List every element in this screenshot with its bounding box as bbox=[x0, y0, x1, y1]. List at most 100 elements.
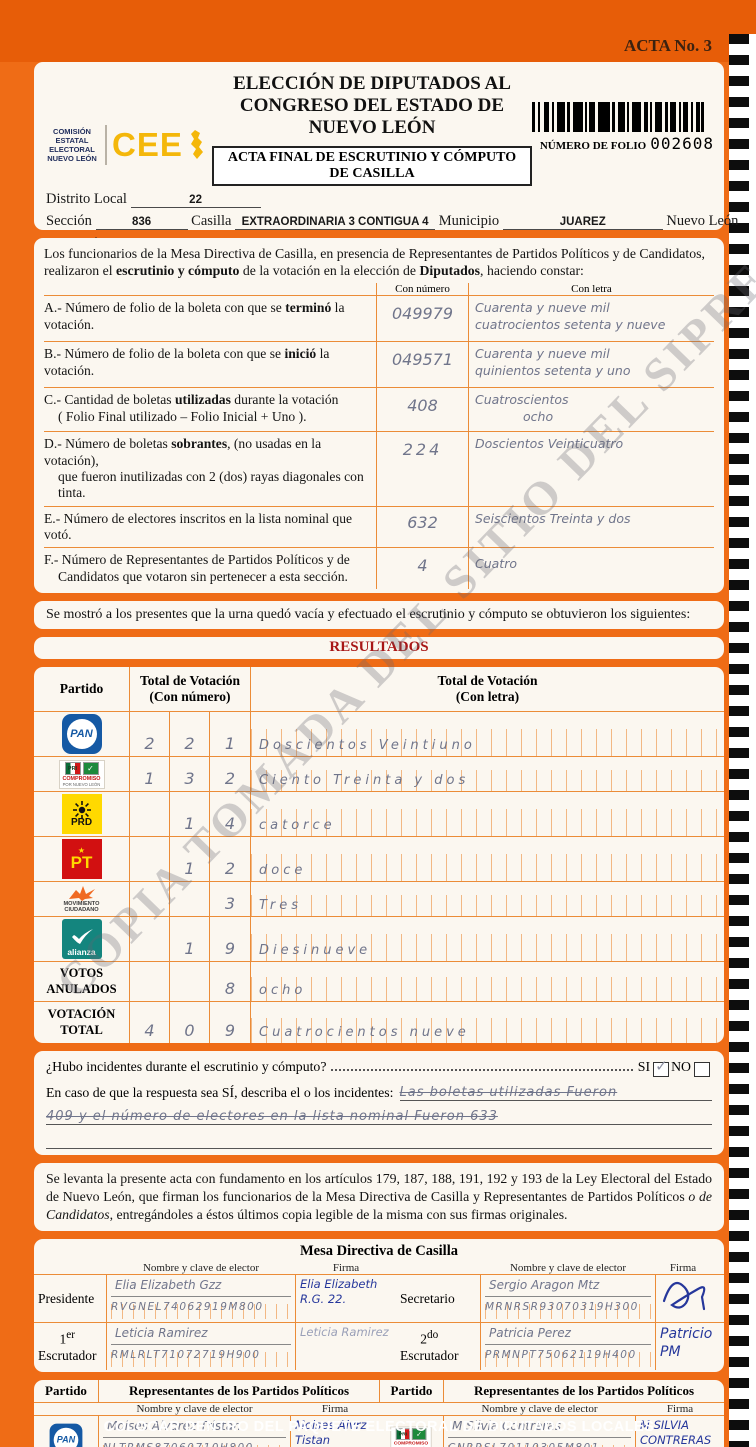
table-row: F.- Número de Representantes de Partidos… bbox=[44, 547, 714, 590]
alianza-logo: alianza bbox=[61, 919, 102, 960]
presidente-name-clave: Elia Elizabeth Gzz RVGNEL74062919M800 bbox=[106, 1275, 296, 1323]
vote-digit: 8 bbox=[224, 979, 236, 999]
table-row: B.- Número de folio de la boleta con que… bbox=[44, 341, 714, 388]
cee-org-text: COMISIÓN ESTATAL ELECTORAL NUEVO LEÓN bbox=[47, 126, 97, 163]
reps-subheader: Nombre y clave de elector Firma Nombre y … bbox=[136, 1403, 694, 1416]
municipio-label: Municipio bbox=[438, 212, 500, 229]
nuevo-leon-state-icon bbox=[190, 129, 203, 159]
verde-flag-icon: ✓ bbox=[82, 761, 99, 775]
mesa-title: Mesa Directiva de Casilla bbox=[300, 1243, 458, 1260]
escrutador1-name-clave: Leticia Ramirez RMLRLT71072719H900 bbox=[106, 1323, 296, 1371]
row-a-number: 049979 bbox=[391, 304, 454, 324]
table-row: A.- Número de folio de la boleta con que… bbox=[44, 295, 714, 342]
acta-number: ACTA No. 3 bbox=[624, 36, 712, 55]
table-row: D.- Número de boletas sobrantes, (no usa… bbox=[44, 431, 714, 506]
row-b-letra: Cuarenta y nueve mil quinientos setenta y… bbox=[475, 346, 631, 379]
table-row: C.- Cantidad de boletas utilizadas duran… bbox=[44, 387, 714, 432]
vote-letra: Cuatrocientos nueve bbox=[259, 1025, 470, 1041]
escrutador2-name-clave: Patricia Perez PRMNPT75062119H400 bbox=[480, 1323, 656, 1371]
row-e-label: E.- Número de electores inscritos en la … bbox=[44, 510, 353, 543]
pri-rep-name-clave: M Silvia Contreras CNRRSL70110305M801 bbox=[443, 1416, 636, 1447]
table-row: PRI ✓ COMPROMISO POR NUEVO LEÓN 1 3 2 Cie… bbox=[34, 756, 724, 792]
seccion-label: Sección bbox=[46, 212, 92, 229]
vote-digit: 9 bbox=[224, 939, 236, 959]
cee-logo: COMISIÓN ESTATAL ELECTORAL NUEVO LEÓN CE… bbox=[44, 104, 212, 186]
vote-letra: Diesinueve bbox=[259, 943, 372, 959]
vote-digit: 1 bbox=[144, 769, 155, 789]
table-row: MOVIMIENTO CIUDADANO 3 Tres bbox=[34, 881, 724, 917]
vote-letra: catorce bbox=[259, 818, 336, 834]
mesa-subheader: Nombre y clave de elector Firma Nombre y… bbox=[142, 1262, 697, 1275]
pri-compromiso-logo: PRI✓ COMPROMISO POR NUEVO LEÓN bbox=[390, 1426, 432, 1447]
pan-rep-firma: Moises Alvrz Tistan bbox=[295, 1418, 367, 1447]
votacion-total-label: VOTACIÓN TOTAL bbox=[47, 1007, 116, 1037]
municipio-value: JUAREZ bbox=[502, 216, 663, 230]
role-escrutador-2: 2do Escrutador bbox=[400, 1329, 459, 1363]
secretario-signature bbox=[662, 1282, 706, 1311]
header-card: COMISIÓN ESTATAL ELECTORAL NUEVO LEÓN CE… bbox=[34, 62, 738, 306]
role-secretario: Secretario bbox=[400, 1290, 455, 1306]
seccion-value: 836 bbox=[95, 216, 188, 230]
alianza-check-icon bbox=[71, 929, 93, 945]
no-label: NO bbox=[671, 1059, 691, 1075]
table-row: PRD 1 4 catorce bbox=[34, 791, 724, 837]
incidents-question: ¿Hubo incidentes durante el escrutinio y… bbox=[46, 1059, 327, 1075]
vote-letra: doce bbox=[259, 863, 307, 879]
table-row: PAN 2 2 1 Doscientos Veintiuno bbox=[34, 711, 724, 757]
dotted-leader bbox=[331, 1069, 633, 1072]
vote-letra: ocho bbox=[259, 983, 307, 999]
escrutador2-firma: Patricio PM bbox=[660, 1326, 713, 1360]
col-con-letra: Con letra bbox=[468, 283, 714, 296]
incident-text-line2: 409 y el número de electores en la lista… bbox=[46, 1109, 498, 1125]
check-mark: ✓ bbox=[655, 1057, 668, 1076]
row-f-letra: Cuatro bbox=[475, 556, 517, 572]
row-b-label: B.- Número de folio de la boleta con que… bbox=[44, 346, 330, 378]
no-checkbox bbox=[694, 1062, 710, 1078]
casilla-label: Casilla bbox=[191, 212, 232, 229]
vote-digit: 2 bbox=[224, 769, 236, 789]
barcode bbox=[532, 102, 704, 132]
vote-digit: 3 bbox=[224, 894, 236, 914]
folio-label: NÚMERO DE FOLIO bbox=[539, 140, 647, 152]
vote-digit: 1 bbox=[184, 814, 195, 834]
resultados-title: RESULTADOS bbox=[34, 637, 724, 660]
footer-instruction: COLOCAR DENTRO DEL PAQUETE ELECTORAL DE … bbox=[103, 1419, 655, 1435]
row-b-number: 049571 bbox=[391, 350, 454, 370]
vote-letra: Doscientos Veintiuno bbox=[259, 738, 476, 754]
si-checkbox: ✓ bbox=[653, 1057, 670, 1078]
si-label: SI bbox=[637, 1059, 651, 1075]
prd-logo: PRD bbox=[61, 794, 102, 835]
results-table: Partido Total de Votación (Con número) To… bbox=[34, 667, 724, 1044]
vote-letra: Tres bbox=[259, 898, 303, 914]
table-row: 1er Escrutador Leticia Ramirez RMLRLT7107… bbox=[34, 1322, 724, 1371]
intro-paragraph: Los funcionarios de la Mesa Directiva de… bbox=[44, 246, 705, 279]
escrutador1-firma: Leticia Ramirez bbox=[300, 1325, 389, 1340]
presidente-firma: Elia Elizabeth R.G. 22. bbox=[300, 1277, 378, 1306]
vote-digit: 4 bbox=[144, 1021, 155, 1041]
logo-divider bbox=[105, 124, 107, 165]
table-row: VOTOS ANULADOS 8 ocho bbox=[34, 961, 724, 1002]
reps-header: Partido Representantes de los Partidos P… bbox=[34, 1380, 724, 1404]
row-a-label: A.- Número de folio de la boleta con que… bbox=[44, 300, 345, 332]
vote-digit: 4 bbox=[224, 814, 236, 834]
vote-digit: 2 bbox=[184, 734, 195, 754]
distrito-value: 22 bbox=[130, 194, 261, 208]
prd-sun-icon bbox=[72, 800, 91, 819]
casilla-value: EXTRAORDINARIA 3 CONTIGUA 4 bbox=[235, 216, 436, 230]
secretario-name-clave: Sergio Aragon Mtz MRNRSR93070319H300 bbox=[480, 1275, 656, 1323]
votos-anulados-label: VOTOS ANULADOS bbox=[46, 966, 117, 996]
row-c-letra: Cuatroscientos ocho bbox=[475, 392, 569, 425]
pan-logo: PAN bbox=[49, 1423, 83, 1447]
vote-digit: 9 bbox=[224, 1021, 236, 1041]
row-d-letra: Doscientos Veinticuatro bbox=[475, 436, 624, 452]
results-header-row: Partido Total de Votación (Con número) To… bbox=[34, 667, 724, 712]
document-title: ELECCIÓN DE DIPUTADOS AL CONGRESO DEL ES… bbox=[233, 73, 511, 138]
mesa-directiva-card: Mesa Directiva de Casilla Nombre y clave… bbox=[34, 1239, 724, 1373]
incidents-card: ¿Hubo incidentes durante el escrutinio y… bbox=[34, 1051, 724, 1156]
table-row: E.- Número de electores inscritos en la … bbox=[44, 505, 714, 548]
row-f-number: 4 bbox=[417, 556, 428, 576]
pan-rep-name-clave: Moises Alvarez Tristan NLTRMS87060710H80… bbox=[98, 1416, 291, 1447]
row-e-letra: Seiscientos Treinta y dos bbox=[475, 510, 631, 526]
